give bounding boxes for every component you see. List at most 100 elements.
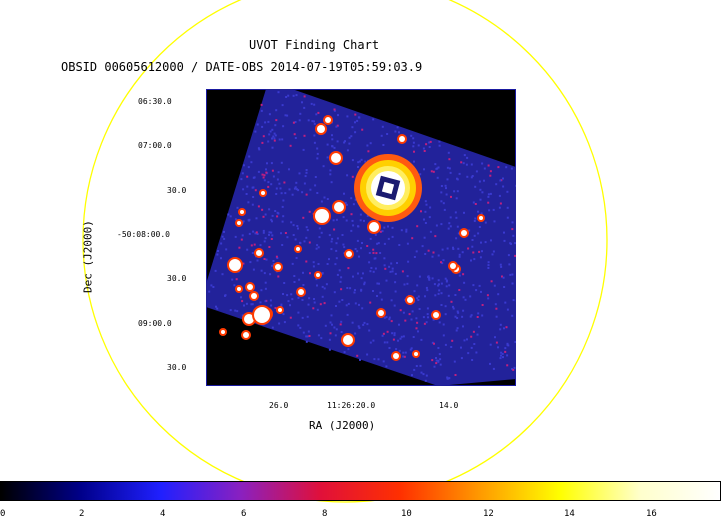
- noise-pixel: [354, 332, 357, 335]
- noise-pixel: [358, 255, 360, 258]
- noise-pixel: [395, 348, 398, 351]
- noise-pixel: [377, 242, 380, 245]
- noise-pixel: [424, 200, 427, 203]
- noise-pixel: [396, 126, 399, 129]
- noise-pixel: [357, 272, 359, 275]
- noise-pixel: [357, 161, 360, 164]
- noise-pixel: [274, 134, 277, 137]
- noise-pixel: [471, 175, 474, 177]
- noise-pixel: [441, 262, 444, 265]
- noise-pixel: [506, 190, 509, 193]
- noise-pixel: [342, 243, 345, 246]
- noise-pixel: [503, 286, 506, 288]
- noise-pixel: [234, 218, 237, 221]
- noise-pixel: [227, 213, 230, 216]
- noise-pixel: [382, 144, 385, 146]
- noise-pixel: [447, 227, 450, 230]
- noise-pixel: [428, 278, 431, 281]
- noise-pixel: [449, 171, 452, 174]
- noise-pixel: [224, 294, 227, 297]
- noise-pixel: [246, 185, 249, 188]
- noise-pixel: [448, 284, 451, 287]
- noise-pixel: [440, 261, 442, 264]
- noise-pixel: [446, 376, 449, 379]
- noise-pixel: [260, 103, 263, 106]
- noise-pixel: [364, 160, 367, 163]
- noise-pixel: [276, 178, 279, 181]
- noise-pixel: [388, 318, 391, 321]
- dec-tick-label: -50:08:00.0: [117, 230, 170, 239]
- noise-pixel: [456, 225, 459, 228]
- noise-pixel: [411, 237, 414, 240]
- colorbar-tick-label: 2: [79, 509, 85, 519]
- noise-pixel: [466, 175, 469, 178]
- noise-pixel: [357, 116, 360, 119]
- noise-pixel: [313, 122, 316, 125]
- noise-pixel: [511, 314, 514, 317]
- noise-pixel: [260, 109, 263, 112]
- star: [414, 352, 418, 356]
- noise-pixel: [305, 260, 308, 263]
- noise-pixel: [450, 300, 453, 303]
- noise-pixel: [502, 185, 505, 188]
- noise-pixel: [470, 346, 473, 349]
- noise-pixel: [484, 241, 487, 244]
- noise-pixel: [272, 260, 275, 262]
- noise-pixel: [438, 144, 441, 147]
- noise-pixel: [437, 284, 440, 287]
- noise-pixel: [331, 138, 334, 141]
- noise-pixel: [257, 170, 260, 173]
- noise-pixel: [391, 235, 394, 238]
- noise-pixel: [391, 270, 394, 273]
- noise-pixel: [372, 290, 374, 292]
- noise-pixel: [495, 315, 498, 318]
- noise-pixel: [319, 303, 322, 306]
- noise-pixel: [272, 175, 275, 178]
- noise-pixel: [265, 171, 268, 174]
- noise-pixel: [311, 120, 314, 123]
- noise-pixel: [506, 308, 509, 311]
- noise-pixel: [354, 248, 357, 250]
- fov-circle-ring: [82, 0, 608, 503]
- noise-pixel: [247, 201, 250, 204]
- noise-pixel: [255, 217, 258, 220]
- noise-pixel: [472, 201, 475, 204]
- star: [334, 202, 344, 212]
- noise-pixel: [297, 189, 300, 192]
- noise-pixel: [384, 267, 387, 270]
- noise-pixel: [363, 283, 366, 286]
- noise-pixel: [351, 219, 354, 222]
- noise-pixel: [283, 282, 286, 284]
- noise-pixel: [271, 326, 274, 329]
- noise-pixel: [423, 168, 425, 171]
- noise-pixel: [428, 141, 431, 144]
- noise-pixel: [452, 307, 455, 310]
- noise-pixel: [412, 336, 415, 338]
- noise-pixel: [352, 203, 355, 206]
- noise-pixel: [381, 334, 384, 337]
- noise-pixel: [393, 304, 396, 307]
- noise-pixel: [428, 216, 431, 219]
- noise-pixel: [512, 234, 515, 237]
- noise-pixel: [313, 120, 315, 123]
- noise-pixel: [422, 316, 425, 319]
- noise-pixel: [433, 342, 435, 345]
- noise-pixel: [444, 277, 447, 280]
- noise-pixel: [305, 335, 308, 338]
- sky-image-frame[interactable]: [206, 89, 516, 386]
- noise-pixel: [269, 273, 272, 276]
- x-axis-label: RA (J2000): [309, 419, 376, 432]
- noise-pixel: [269, 299, 272, 302]
- noise-pixel: [346, 115, 349, 118]
- noise-pixel: [268, 231, 271, 234]
- noise-pixel: [476, 333, 479, 336]
- star: [317, 125, 325, 133]
- star: [244, 314, 254, 324]
- noise-pixel: [413, 256, 416, 258]
- noise-pixel: [225, 248, 228, 251]
- noise-pixel: [282, 199, 285, 202]
- noise-pixel: [404, 319, 407, 322]
- noise-pixel: [263, 240, 266, 243]
- noise-pixel: [347, 302, 350, 305]
- noise-pixel: [329, 321, 332, 324]
